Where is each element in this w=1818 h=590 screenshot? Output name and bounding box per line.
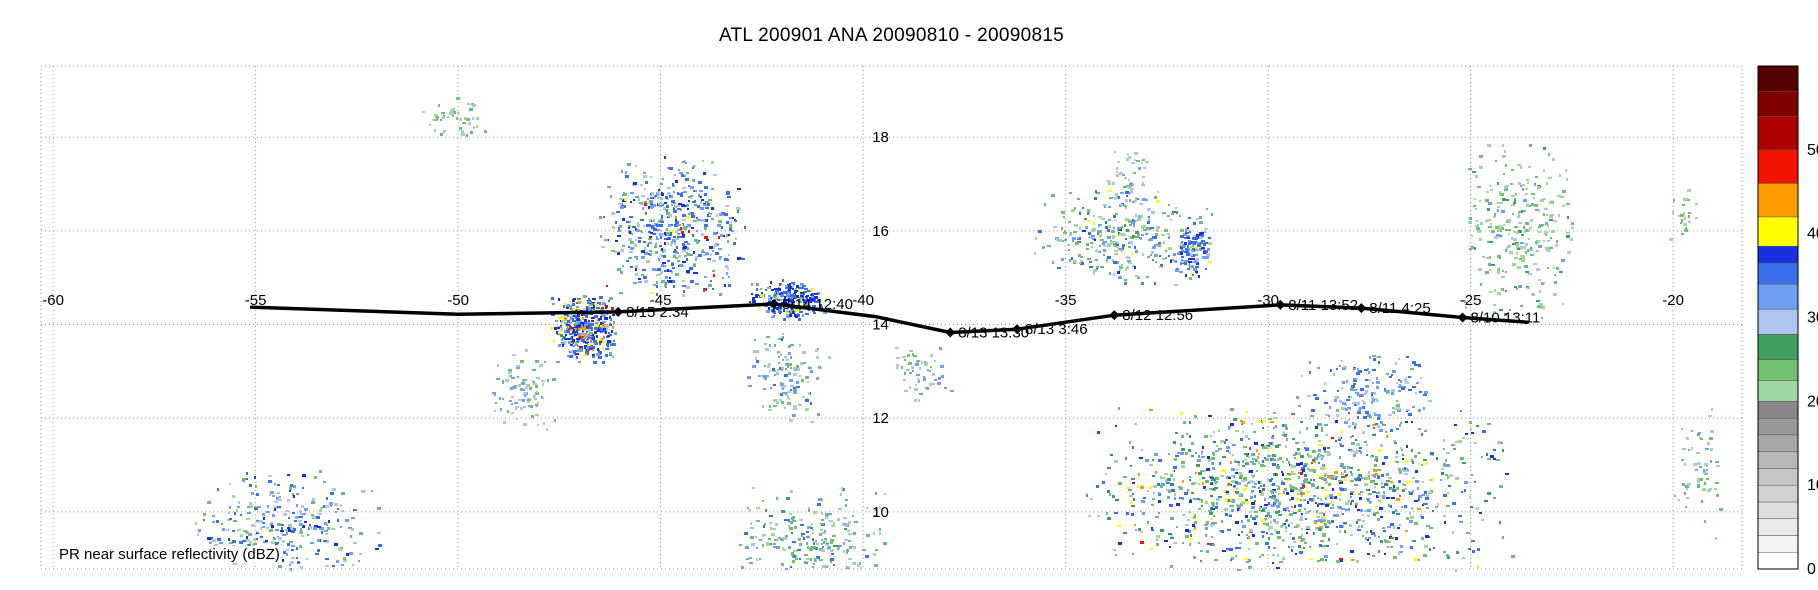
colorbar-segment [1757, 245, 1799, 264]
colorbar-segment [1757, 501, 1799, 519]
colorbar-segment [1757, 484, 1799, 503]
track-point-marker [1109, 310, 1120, 321]
colorbar-segment [1757, 359, 1799, 381]
y-tick-label: 18 [872, 129, 889, 146]
reflectivity-cluster-storm-north-band [599, 156, 746, 297]
x-tick-label: -45 [650, 292, 672, 309]
storm-track-line [249, 302, 1530, 335]
colorbar-tick-label: 40 [1807, 226, 1818, 243]
colorbar-segment [1757, 65, 1799, 92]
colorbar-segment [1757, 380, 1799, 402]
reflectivity-cluster-north-specks [422, 97, 487, 137]
reflectivity-cluster-west-of-core [492, 349, 556, 431]
reflectivity-cluster-track-dip-specks [895, 347, 954, 402]
colorbar-segment [1757, 90, 1799, 117]
reflectivity-cluster-east-green-field [1464, 144, 1574, 319]
reflectivity-cluster-central-north-field [1034, 190, 1213, 286]
colorbar-tick-label: 20 [1807, 393, 1818, 410]
colorbar-segment [1757, 468, 1799, 486]
x-tick-label: -40 [852, 292, 874, 309]
reflectivity-cluster-east-blue-arc [1296, 355, 1432, 430]
colorbar-segment [1757, 417, 1799, 436]
colorbar-segment [1757, 308, 1799, 335]
track-point-marker [1012, 324, 1023, 335]
reflectivity-cluster-itcz-west-field [739, 487, 887, 570]
y-tick-label: 14 [872, 317, 889, 334]
colorbar-frame [1757, 65, 1799, 570]
grid-layer [40, 65, 1743, 570]
colorbar-segment [1757, 535, 1799, 553]
colorbar-tick-label: 30 [1807, 310, 1818, 327]
colorbar-segment [1757, 518, 1799, 536]
storm-track-layer: 8/15 2:34 8/14 12:40 8/13 13:308/13 3:46 8/… [249, 296, 1541, 341]
x-tick-label: -55 [245, 292, 267, 309]
track-point-label: 8/15 2:34 [626, 304, 689, 321]
plot-frame [40, 65, 1743, 570]
x-tick-label: -50 [447, 292, 469, 309]
track-point-marker [613, 306, 624, 317]
colorbar-segment [1757, 401, 1799, 419]
colorbar-segment [1757, 334, 1799, 360]
colorbar: 0 10 20 30 40 50 [1757, 65, 1818, 578]
reflectivity-cluster-storm-core [550, 295, 617, 364]
reflectivity-cluster-central-blue-patch [1174, 227, 1212, 278]
track-point-label: 8/12 12:56 [1122, 307, 1193, 324]
colorbar-tick-label: 10 [1807, 477, 1818, 494]
track-point-label: 8/13 3:46 [1025, 321, 1088, 338]
track-point-label: 8/11 13:52 [1288, 297, 1358, 314]
track-point-label: 8/13 13:30 [958, 324, 1029, 341]
y-tick-label: 12 [872, 410, 889, 427]
reflectivity-cluster-storm-east-band [749, 279, 827, 321]
x-tick-label: -20 [1662, 292, 1684, 309]
x-tick-label: -60 [42, 292, 64, 309]
colorbar-segment [1757, 434, 1799, 452]
reflectivity-cluster-far-east-north-specks [1669, 189, 1698, 241]
colorbar-tick-label: 0 [1807, 561, 1816, 578]
reflectivity-layer [195, 97, 1723, 572]
track-point-marker [945, 327, 956, 338]
reflectivity-cluster-itcz-band [1086, 407, 1515, 572]
colorbar-segment [1757, 149, 1799, 184]
track-point-marker [1275, 299, 1286, 310]
colorbar-segment [1757, 116, 1799, 151]
reflectivity-cluster-central-high-specks [1107, 151, 1157, 202]
track-point-marker [1356, 303, 1367, 314]
x-tick-label: -35 [1055, 292, 1077, 309]
colorbar-segment [1757, 451, 1799, 469]
colorbar-segment [1757, 262, 1799, 285]
track-point-label: 8/10 13:11 [1471, 310, 1541, 327]
track-point-marker [769, 298, 780, 309]
colorbar-segment [1757, 183, 1799, 218]
colorbar-segment [1757, 283, 1799, 310]
y-tick-label: 10 [872, 504, 889, 521]
colorbar-tick-label: 50 [1807, 142, 1818, 159]
y-tick-label: 16 [872, 223, 889, 240]
reflectivity-cluster-storm-south-tail [747, 333, 831, 423]
track-point-label: 8/14 12:40 [782, 296, 853, 313]
x-tick-label: -25 [1460, 292, 1482, 309]
track-point-label: 8/11 4:25 [1369, 300, 1430, 317]
colorbar-segment [1757, 551, 1799, 570]
reflectivity-cluster-far-east-south-specks [1674, 408, 1723, 540]
colorbar-segment [1757, 216, 1799, 247]
chart-caption: PR near surface reflectivity (dBZ) [57, 546, 282, 563]
track-point-marker [1457, 312, 1468, 323]
chart-title: ATL 200901 ANA 20090810 - 20090815 [718, 25, 1065, 46]
